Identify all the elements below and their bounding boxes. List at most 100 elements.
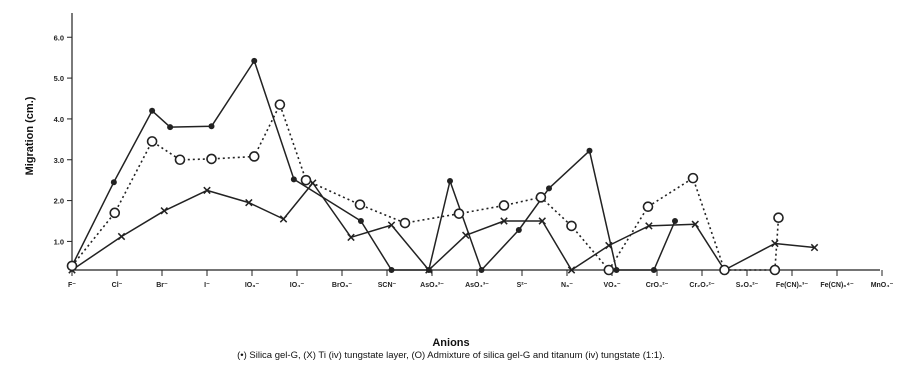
dot-marker	[208, 123, 215, 130]
circle-marker	[769, 264, 781, 276]
circle-marker	[535, 192, 547, 203]
dot-marker	[149, 107, 156, 114]
x-marker	[160, 207, 168, 215]
x-tick-label: IO₄⁻	[290, 282, 305, 289]
y-tick-label: 2.0	[54, 197, 64, 206]
x-tick-label: S₂O₃²⁻	[736, 282, 759, 289]
x-marker-stroke	[425, 266, 433, 274]
x-tick-label: SCN⁻	[378, 282, 397, 289]
x-tick-label: Cl⁻	[112, 282, 123, 289]
dot-marker	[672, 218, 678, 224]
circle-marker	[773, 212, 784, 224]
circle-marker	[146, 136, 158, 147]
dot-marker	[290, 176, 297, 183]
series-line-2	[71, 182, 815, 271]
x-marker-stroke	[538, 217, 546, 225]
circle-marker	[300, 174, 312, 186]
x-marker-stroke	[117, 232, 126, 241]
circle-marker	[719, 264, 730, 276]
x-marker	[691, 220, 699, 228]
x-axis-title: Anions	[432, 337, 469, 349]
chart-labels: 6.0 5.0 4.0 3.0 2.0 1.0 F⁻ Cl⁻ Br⁻ I⁻ IO₃⁻ IO₄⁻ BrO₃…	[54, 33, 894, 289]
circle-marker	[603, 264, 615, 276]
x-marker	[605, 241, 613, 250]
x-tick-label: N₃⁻	[561, 282, 573, 289]
dot-marker	[357, 218, 364, 224]
x-tick-label: Fe(CN)₆⁴⁻	[820, 282, 854, 289]
x-marker	[567, 266, 576, 274]
chart-caption: (•) Silica gel-G, (X) Ti (iv) tungstate …	[237, 350, 665, 361]
y-tick-label: 4.0	[54, 115, 64, 124]
dot-marker	[586, 147, 593, 154]
circle-marker	[566, 220, 577, 232]
x-marker-stroke	[245, 198, 253, 207]
circle-marker	[206, 153, 217, 165]
x-marker-stroke	[309, 179, 317, 187]
circle-marker	[174, 154, 186, 166]
circle-marker	[109, 207, 121, 219]
x-marker-stroke	[347, 233, 355, 242]
x-marker-stroke	[279, 215, 288, 223]
x-tick-label: BrO₃⁻	[332, 282, 352, 289]
x-marker	[245, 198, 253, 207]
dot-marker	[447, 177, 453, 184]
x-marker	[771, 239, 779, 248]
x-marker	[387, 221, 396, 229]
x-marker-stroke	[691, 220, 699, 228]
x-marker	[538, 217, 546, 225]
x-marker-stroke	[500, 217, 508, 225]
dot-marker	[478, 267, 485, 273]
circle-marker	[274, 99, 286, 110]
x-marker-stroke	[771, 239, 779, 248]
circle-marker	[687, 172, 699, 184]
dot-marker	[388, 267, 395, 273]
x-tick-label: IO₃⁻	[245, 282, 260, 289]
x-marker-stroke	[160, 207, 168, 215]
dot-marker	[251, 57, 258, 64]
circle-marker	[642, 201, 654, 213]
x-marker	[810, 243, 819, 252]
x-tick-label: Cr₂O₇²⁻	[689, 282, 714, 289]
dot-marker	[546, 185, 552, 192]
x-tick-label: I⁻	[204, 282, 210, 289]
x-marker	[279, 215, 288, 223]
dot-marker	[515, 226, 522, 233]
y-axis-title: Migration (cm.)	[24, 96, 36, 175]
x-marker	[462, 231, 470, 240]
circle-marker	[498, 200, 510, 211]
x-marker	[500, 217, 508, 225]
x-marker-stroke	[645, 222, 653, 230]
x-marker	[117, 232, 126, 241]
series-line-3	[71, 103, 780, 271]
circle-marker	[354, 199, 366, 210]
circle-marker	[399, 217, 411, 229]
dot-marker	[167, 124, 174, 131]
x-tick-label: Fe(CN)₆³⁻	[776, 282, 808, 289]
x-marker	[347, 233, 355, 242]
x-marker	[425, 266, 433, 274]
dot-marker	[650, 267, 657, 273]
circle-marker	[453, 208, 465, 219]
dot-marker	[110, 179, 117, 186]
x-marker	[645, 222, 653, 230]
x-marker-stroke	[203, 186, 211, 195]
chart-markers	[66, 57, 819, 276]
x-marker-stroke	[462, 231, 470, 240]
x-tick-label: MnO₄⁻	[871, 282, 894, 289]
chart-series	[71, 60, 815, 271]
y-tick-label: 3.0	[54, 156, 64, 165]
x-marker	[203, 186, 211, 195]
x-tick-label: F⁻	[68, 282, 76, 289]
y-tick-label: 1.0	[54, 237, 64, 246]
x-marker-stroke	[605, 241, 613, 250]
x-marker-stroke	[810, 243, 819, 252]
y-tick-label: 5.0	[54, 74, 64, 83]
x-tick-label: S²⁻	[517, 282, 528, 289]
chart-axes	[67, 13, 883, 276]
x-marker-stroke	[387, 221, 396, 229]
y-tick-label: 6.0	[54, 33, 64, 42]
series-line-1	[71, 60, 676, 271]
circle-marker	[248, 151, 260, 162]
x-marker-stroke	[567, 266, 576, 274]
